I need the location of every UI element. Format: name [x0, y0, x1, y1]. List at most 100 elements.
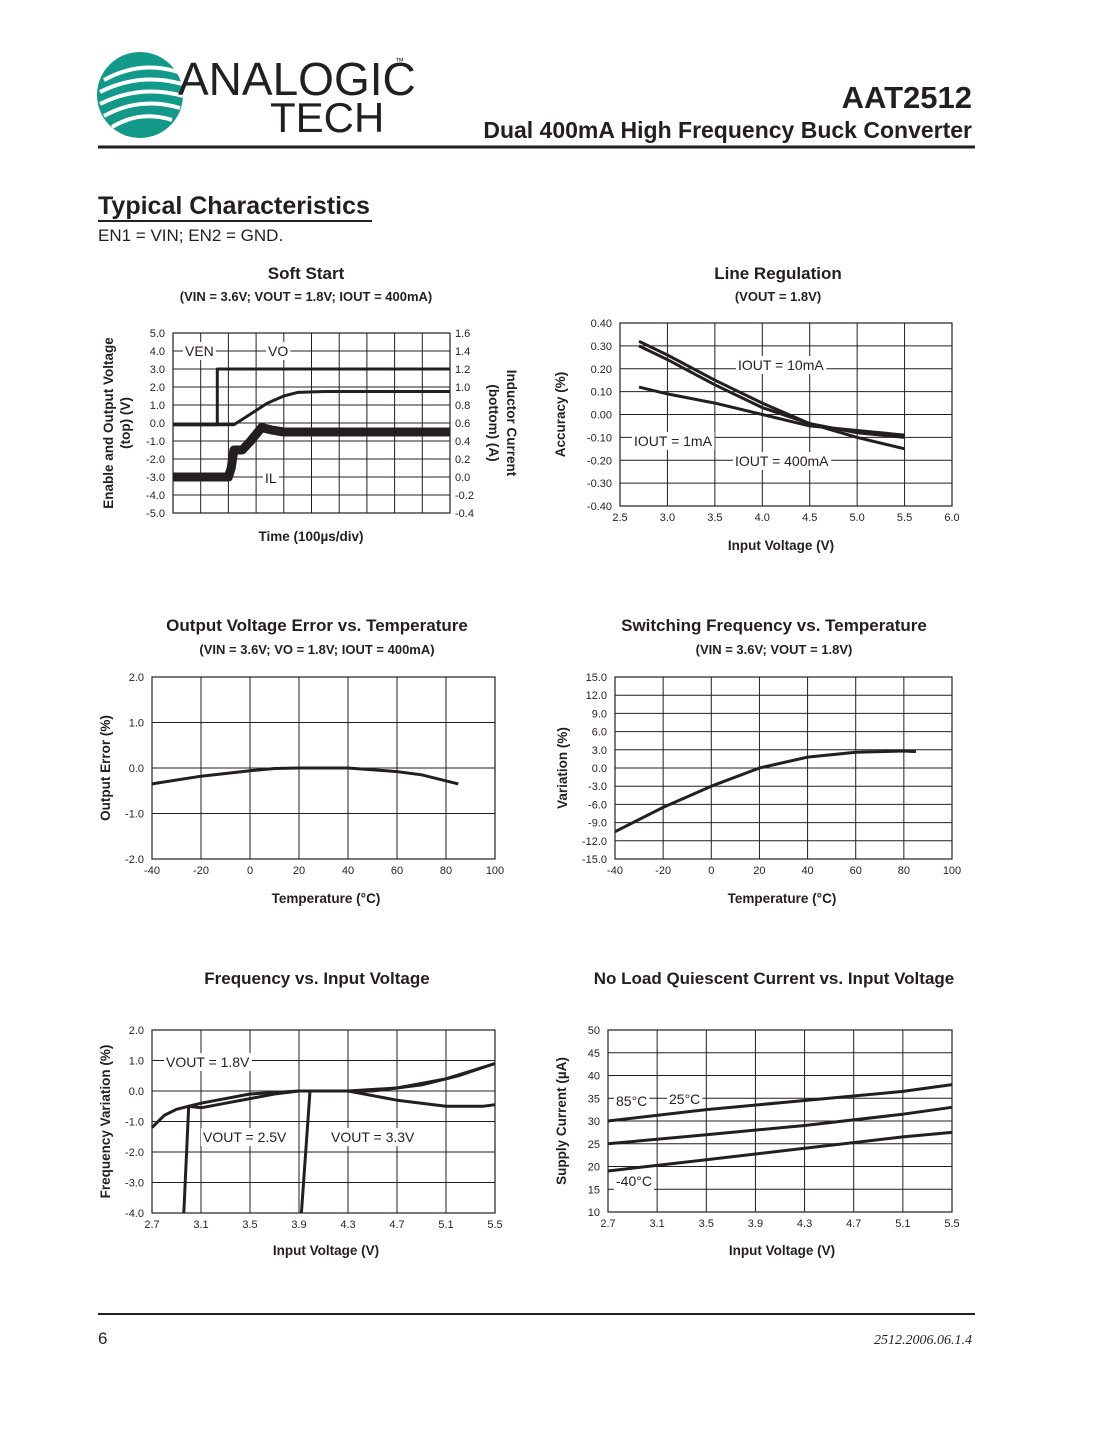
- y-tick-label: -2.0: [125, 854, 144, 866]
- x-tick-label: 5.5: [944, 1218, 959, 1230]
- y-tick-label: -6.0: [588, 799, 607, 811]
- x-axis-label: Temperature (°C): [272, 891, 381, 906]
- x-tick-label: 40: [342, 865, 354, 877]
- condition: EN1 = VIN; EN2 = GND.: [98, 226, 283, 245]
- x-tick-label: 4.3: [797, 1218, 812, 1230]
- chart-subtitle: (VIN = 3.6V; VO = 1.8V; IOUT = 400mA): [199, 642, 434, 657]
- y-tick-label: 1.0: [129, 1056, 144, 1068]
- section-title: Typical Characteristics: [98, 192, 370, 220]
- label-background: [632, 432, 715, 450]
- y-tick-label: 0.0: [129, 1086, 144, 1098]
- y-tick-label: 10: [588, 1207, 600, 1219]
- y-tick-label: 35: [588, 1093, 600, 1105]
- y-tick-label: -4.0: [125, 1208, 144, 1220]
- y-tick-label: -2.0: [146, 454, 165, 466]
- y-tick-label: -0.30: [587, 478, 612, 490]
- x-tick-label: -40: [144, 865, 160, 877]
- series-line: [182, 1089, 496, 1214]
- series-line: [638, 385, 905, 437]
- series-line: [638, 344, 905, 439]
- label-background: [164, 1053, 253, 1071]
- series-line: [299, 1062, 496, 1214]
- series-line: [607, 1083, 953, 1123]
- x-tick-label: 5.1: [895, 1218, 910, 1230]
- y-tick-label: 0.40: [591, 318, 612, 330]
- y-tick-label: 15: [588, 1184, 600, 1196]
- label-background: [266, 342, 291, 360]
- chart-subtitle: (VIN = 3.6V; VOUT = 1.8V; IOUT = 400mA): [180, 289, 433, 304]
- y-axis-label: Output Error (%): [98, 715, 113, 821]
- y-tick-label: -1.0: [146, 436, 165, 448]
- y-tick-label: 6.0: [592, 727, 607, 739]
- logo-bottom: TECH: [270, 94, 384, 141]
- chart: Soft Start (VIN = 3.6V; VOUT = 1.8V; IOUT…: [101, 264, 519, 544]
- label-background: [736, 356, 827, 374]
- label-background: [667, 1090, 703, 1108]
- label-background: [614, 1172, 654, 1190]
- x-tick-label: 3.1: [649, 1218, 664, 1230]
- x-tick-label: 80: [898, 865, 910, 877]
- chart-subtitle: (VIN = 3.6V; VOUT = 1.8V): [696, 642, 853, 657]
- y-tick-label: -3.0: [588, 781, 607, 793]
- y2-tick-label: 1.0: [455, 382, 470, 394]
- y-tick-label: 0.20: [591, 364, 612, 376]
- label-background: [329, 1128, 418, 1146]
- x-tick-label: 5.1: [438, 1219, 453, 1231]
- y-tick-label: -4.0: [146, 490, 165, 502]
- y-tick-label: -0.10: [587, 432, 612, 444]
- x-tick-label: 100: [486, 865, 504, 877]
- y2-tick-label: 0.2: [455, 454, 470, 466]
- y-tick-label: -9.0: [588, 818, 607, 830]
- y-tick-label: 45: [588, 1048, 600, 1060]
- y-tick-label: 25: [588, 1139, 600, 1151]
- y2-axis-label: Inductor Current: [504, 370, 519, 477]
- series-label: IL: [265, 470, 277, 486]
- y-tick-label: 0.0: [150, 418, 165, 430]
- x-axis-label: Temperature (°C): [728, 891, 837, 906]
- series-line: [607, 1130, 953, 1173]
- x-tick-label: 60: [850, 865, 862, 877]
- y2-tick-label: 1.2: [455, 364, 470, 376]
- x-tick-label: 80: [440, 865, 452, 877]
- series-line: [638, 339, 905, 451]
- y-tick-label: 15.0: [586, 672, 607, 684]
- y-tick-label: 30: [588, 1116, 600, 1128]
- y-tick-label: 9.0: [592, 708, 607, 720]
- x-tick-label: 3.5: [699, 1218, 714, 1230]
- y2-tick-label: 1.6: [455, 328, 470, 340]
- series-line: [151, 766, 459, 786]
- y-axis-label: Accuracy (%): [553, 372, 568, 458]
- y-tick-label: -0.40: [587, 501, 612, 513]
- x-tick-label: 20: [293, 865, 305, 877]
- y-tick-label: -3.0: [125, 1178, 144, 1190]
- series-label: -40°C: [616, 1173, 652, 1189]
- logo-top: ANALOGIC: [178, 53, 416, 105]
- trademark: ™: [395, 56, 404, 66]
- y2-tick-label: 0.0: [455, 472, 470, 484]
- chart: Line Regulation (VOUT = 1.8V) 2.5 3.0 3.5 4.0…: [553, 264, 960, 553]
- y-tick-label: 0.10: [591, 387, 612, 399]
- series-label: VOUT = 1.8V: [166, 1054, 250, 1070]
- doc-number: 2512.2006.06.1.4: [874, 1333, 972, 1348]
- y2-axis-label: (bottom) (A): [486, 384, 501, 461]
- x-tick-label: 3.5: [707, 512, 722, 524]
- label-background: [263, 469, 279, 487]
- y-tick-label: 0.0: [592, 763, 607, 775]
- y-tick-label: -5.0: [146, 508, 165, 520]
- series-label: VEN: [185, 343, 214, 359]
- x-tick-label: 3.9: [748, 1218, 763, 1230]
- series-label: 85°C: [616, 1093, 647, 1109]
- x-tick-label: 40: [801, 865, 813, 877]
- y-tick-label: -2.0: [125, 1147, 144, 1159]
- y-tick-label: 40: [588, 1071, 600, 1083]
- chart-title: Soft Start: [268, 264, 345, 283]
- y-tick-label: 20: [588, 1162, 600, 1174]
- chart-title: Switching Frequency vs. Temperature: [621, 616, 927, 635]
- label-background: [183, 342, 216, 360]
- x-tick-label: 5.5: [897, 512, 912, 524]
- x-tick-label: 5.5: [487, 1219, 502, 1231]
- y-axis-label: Supply Current (µA): [554, 1057, 569, 1185]
- series-line: [614, 749, 916, 834]
- chart-subtitle: (VOUT = 1.8V): [735, 289, 821, 304]
